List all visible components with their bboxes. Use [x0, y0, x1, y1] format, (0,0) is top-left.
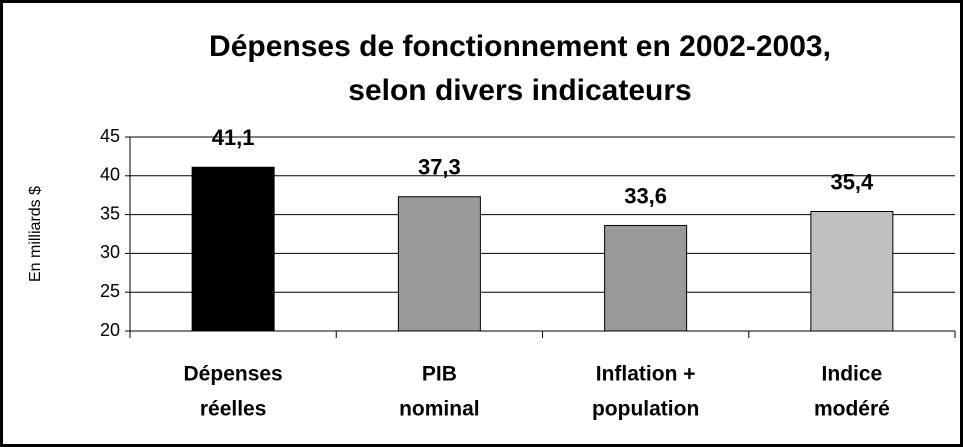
data-label: 35,4: [830, 169, 874, 194]
y-tick-label: 30: [100, 242, 120, 262]
bar: [191, 166, 275, 332]
chart-title: Dépenses de fonctionnement en 2002-2003,: [209, 30, 831, 63]
y-tick-label: 20: [100, 320, 120, 340]
x-tick-label: Indice: [822, 363, 883, 386]
y-tick-label: 40: [100, 165, 120, 185]
bar: [604, 224, 688, 332]
x-tick-label: modéré: [814, 398, 890, 421]
x-tick-label: réelles: [200, 398, 267, 421]
x-tick-label: Inflation +: [596, 363, 696, 386]
data-label: 41,1: [212, 125, 255, 150]
x-tick-label: population: [592, 398, 699, 421]
y-tick-label: 45: [100, 126, 120, 146]
y-tick-label: 25: [100, 281, 120, 301]
bar: [810, 210, 894, 332]
data-label: 33,6: [624, 183, 667, 208]
bar: [397, 196, 481, 332]
x-tick-label: Dépenses: [184, 363, 283, 386]
y-tick-label: 35: [100, 203, 120, 223]
x-tick-label: PIB: [422, 363, 457, 386]
x-tick-label: nominal: [399, 398, 480, 421]
data-label: 37,3: [418, 155, 461, 180]
y-axis-label: En milliards $: [27, 186, 44, 282]
chart-title: selon divers indicateurs: [348, 74, 691, 107]
